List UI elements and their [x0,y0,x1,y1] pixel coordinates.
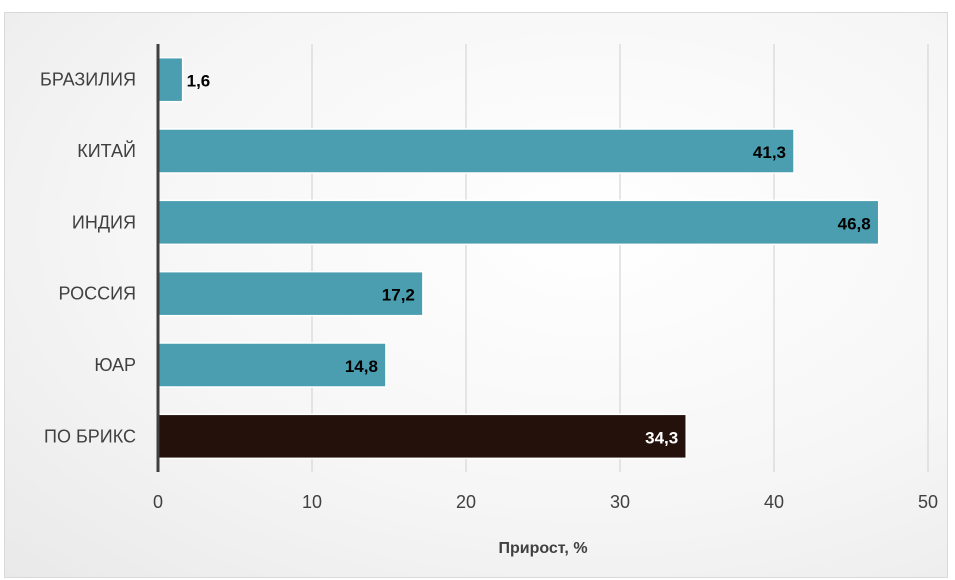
data-label: 14,8 [345,357,378,376]
data-label: 34,3 [645,428,678,447]
x-tick-label: 30 [610,492,630,512]
bar-5 [157,413,687,460]
bar-4 [157,342,387,388]
data-label: 17,2 [382,286,415,305]
bar-0 [157,56,184,103]
x-axis-title: Прирост, % [498,540,587,557]
data-label: 41,3 [753,143,786,162]
category-label: КИТАЙ [77,140,136,161]
x-tick-label: 40 [764,492,784,512]
gridlines [311,44,929,472]
data-label: 1,6 [187,72,211,91]
labels: 0 10 20 30 40 50 БРАЗИЛИЯ 1,6 КИТАЙ 41,3 ИНДИЯ 46,8… [40,70,938,512]
x-tick-label: 10 [302,492,322,512]
x-tick-label: 20 [456,492,476,512]
bar-1 [157,128,795,174]
bar-2 [157,199,880,246]
category-label: ЮАР [94,355,136,375]
x-tick-label: 50 [918,492,938,512]
bars [157,56,880,460]
category-label: БРАЗИЛИЯ [40,70,136,90]
x-tick-label: 0 [153,492,163,512]
category-label: ПО БРИКС [44,426,136,446]
category-label: РОССИЯ [58,284,136,304]
data-label: 46,8 [838,214,871,233]
category-label: ИНДИЯ [72,212,136,232]
